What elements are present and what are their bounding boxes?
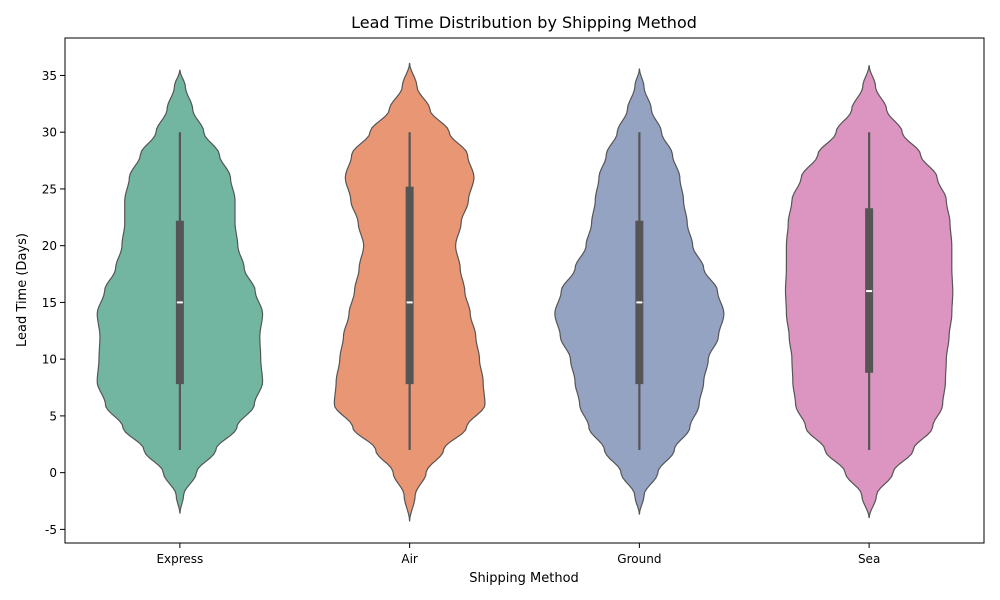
violin-group-sea xyxy=(784,65,954,519)
x-tick-label: Ground xyxy=(617,552,661,566)
violin-group-air xyxy=(333,62,486,522)
chart-title: Lead Time Distribution by Shipping Metho… xyxy=(351,13,697,32)
y-tick-label: 20 xyxy=(42,239,57,253)
y-tick-label: 15 xyxy=(42,296,57,310)
x-axis: Express Air Ground Sea xyxy=(156,543,880,566)
violin-group-express xyxy=(96,69,264,514)
y-tick-label: 5 xyxy=(49,409,57,423)
plot-frame xyxy=(64,37,985,544)
y-tick-label: -5 xyxy=(45,523,57,537)
violin-group-ground xyxy=(554,68,725,515)
plot-area xyxy=(96,62,954,522)
y-tick-label: 35 xyxy=(42,69,57,83)
x-axis-label: Shipping Method xyxy=(469,571,579,586)
y-tick-label: 0 xyxy=(49,466,57,480)
y-tick-label: 10 xyxy=(42,353,57,367)
x-tick-label: Air xyxy=(401,552,418,566)
y-tick-label: 30 xyxy=(42,126,57,140)
x-tick-label: Sea xyxy=(858,552,880,566)
x-tick-label: Express xyxy=(156,552,203,566)
y-axis: -5 0 5 10 15 20 25 30 35 xyxy=(42,69,65,537)
y-tick-label: 25 xyxy=(42,182,57,196)
iqr-box xyxy=(405,186,414,385)
y-axis-label: Lead Time (Days) xyxy=(15,233,30,347)
